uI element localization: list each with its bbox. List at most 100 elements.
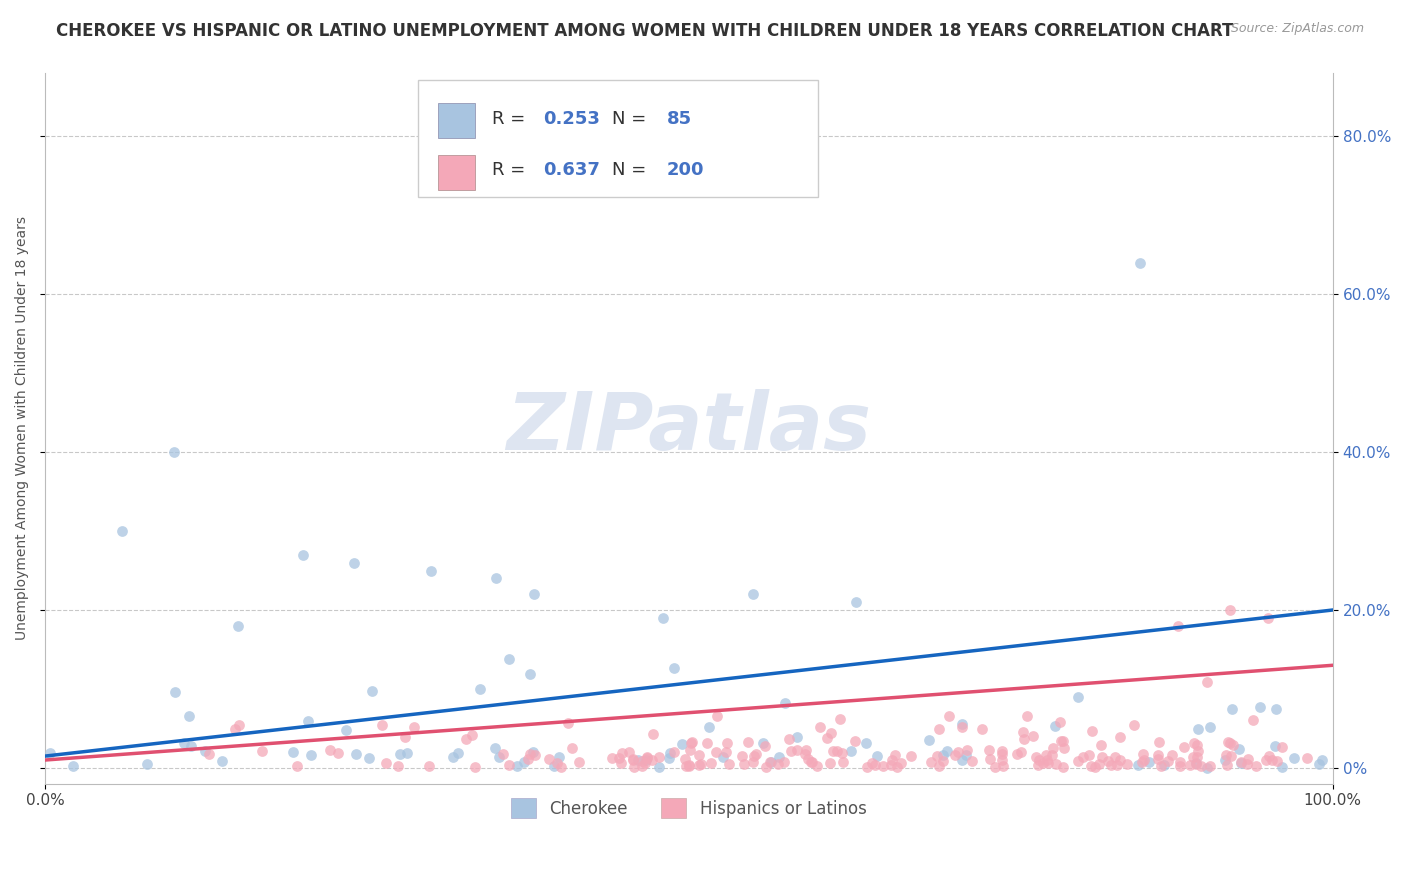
Legend: Cherokee, Hispanics or Latinos: Cherokee, Hispanics or Latinos xyxy=(505,791,873,825)
Point xyxy=(1227,742,1250,756)
Point xyxy=(1042,740,1064,755)
Point xyxy=(1199,759,1222,773)
Point xyxy=(1199,720,1222,734)
Point xyxy=(794,747,817,761)
Point xyxy=(1282,751,1305,765)
Point xyxy=(1053,741,1076,756)
Point xyxy=(396,746,419,760)
Point xyxy=(678,758,700,772)
Point xyxy=(920,755,942,769)
Point xyxy=(180,739,202,753)
Point xyxy=(863,758,886,772)
Text: ZIPatlas: ZIPatlas xyxy=(506,389,872,467)
Point xyxy=(1265,702,1288,716)
Point xyxy=(775,696,797,710)
Point xyxy=(652,611,675,625)
Point xyxy=(1052,760,1074,774)
Point xyxy=(360,684,382,698)
Point xyxy=(634,756,657,770)
Point xyxy=(768,750,790,764)
Point xyxy=(299,748,322,763)
Point xyxy=(1244,758,1267,772)
Point xyxy=(1267,754,1289,768)
Text: 85: 85 xyxy=(666,110,692,128)
Point xyxy=(600,751,623,765)
Point xyxy=(610,747,633,761)
Point xyxy=(1007,747,1029,761)
Point xyxy=(794,742,817,756)
Point xyxy=(806,759,828,773)
Point xyxy=(955,747,977,762)
Point xyxy=(1147,751,1170,765)
Point xyxy=(1187,722,1209,736)
FancyBboxPatch shape xyxy=(419,80,818,197)
FancyBboxPatch shape xyxy=(437,103,475,138)
Point xyxy=(830,713,852,727)
Point xyxy=(936,743,959,757)
Point xyxy=(1115,756,1137,771)
Point xyxy=(281,745,304,759)
Point xyxy=(1173,739,1195,754)
Point xyxy=(561,740,583,755)
Point xyxy=(866,749,889,764)
Point xyxy=(1133,753,1156,767)
Text: Source: ZipAtlas.com: Source: ZipAtlas.com xyxy=(1230,22,1364,36)
Point xyxy=(179,709,201,723)
Point xyxy=(1149,759,1171,773)
Point xyxy=(1010,745,1032,759)
Point xyxy=(343,556,366,570)
Point xyxy=(252,744,274,758)
Point xyxy=(328,746,350,760)
Point xyxy=(832,755,855,769)
Point xyxy=(696,736,718,750)
Point xyxy=(550,759,572,773)
Point xyxy=(370,717,392,731)
Point xyxy=(872,759,894,773)
Point xyxy=(844,734,866,748)
Point xyxy=(991,744,1014,758)
Point xyxy=(1153,757,1175,772)
Point xyxy=(1067,690,1090,704)
Point xyxy=(506,758,529,772)
Point xyxy=(737,735,759,749)
Point xyxy=(659,746,682,760)
Point xyxy=(1168,756,1191,770)
Point xyxy=(890,756,912,771)
Point xyxy=(938,709,960,723)
Point xyxy=(768,757,790,772)
Point xyxy=(387,758,409,772)
Point xyxy=(1271,739,1294,754)
Point xyxy=(704,745,727,759)
Point xyxy=(441,750,464,764)
Point xyxy=(711,750,734,764)
Point xyxy=(297,714,319,728)
Point xyxy=(1077,747,1099,762)
Point xyxy=(664,745,686,759)
Point xyxy=(984,760,1007,774)
Point xyxy=(1310,753,1333,767)
Point xyxy=(647,760,669,774)
Point xyxy=(675,758,697,772)
Point xyxy=(557,715,579,730)
Text: CHEROKEE VS HISPANIC OR LATINO UNEMPLOYMENT AMONG WOMEN WITH CHILDREN UNDER 18 Y: CHEROKEE VS HISPANIC OR LATINO UNEMPLOYM… xyxy=(56,22,1233,40)
Point xyxy=(1180,758,1202,772)
Point xyxy=(173,736,195,750)
Point xyxy=(519,666,541,681)
Point xyxy=(1219,603,1241,617)
Point xyxy=(825,744,848,758)
Point xyxy=(1230,756,1253,771)
Point xyxy=(357,751,380,765)
Point xyxy=(1296,751,1319,765)
Point xyxy=(808,720,831,734)
Point xyxy=(1185,756,1208,770)
Point xyxy=(700,756,723,770)
Point xyxy=(211,754,233,768)
Point xyxy=(621,752,644,766)
Point xyxy=(797,752,820,766)
Point xyxy=(970,722,993,736)
Point xyxy=(900,748,922,763)
Point xyxy=(679,743,702,757)
Point xyxy=(928,758,950,772)
Point xyxy=(1187,749,1209,764)
Point xyxy=(1271,760,1294,774)
